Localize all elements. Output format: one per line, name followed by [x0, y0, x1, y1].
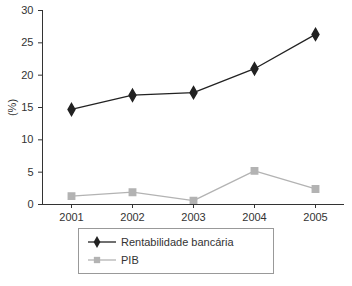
svg-text:2004: 2004 [242, 211, 266, 223]
html-text:PIB: PIB [121, 254, 139, 266]
svg-text:15: 15 [21, 101, 33, 113]
svg-text:30: 30 [21, 4, 33, 16]
svg-text:(%): (%) [6, 99, 18, 116]
svg-text:5: 5 [27, 166, 33, 178]
svg-text:2001: 2001 [59, 211, 83, 223]
svg-text:10: 10 [21, 133, 33, 145]
svg-text:2002: 2002 [120, 211, 144, 223]
html-text:Rentabilidade bancária: Rentabilidade bancária [121, 236, 234, 248]
svg-text:2005: 2005 [303, 211, 327, 223]
svg-text:25: 25 [21, 36, 33, 48]
svg-text:2003: 2003 [181, 211, 205, 223]
svg-text:20: 20 [21, 69, 33, 81]
svg-text:0: 0 [27, 198, 33, 210]
